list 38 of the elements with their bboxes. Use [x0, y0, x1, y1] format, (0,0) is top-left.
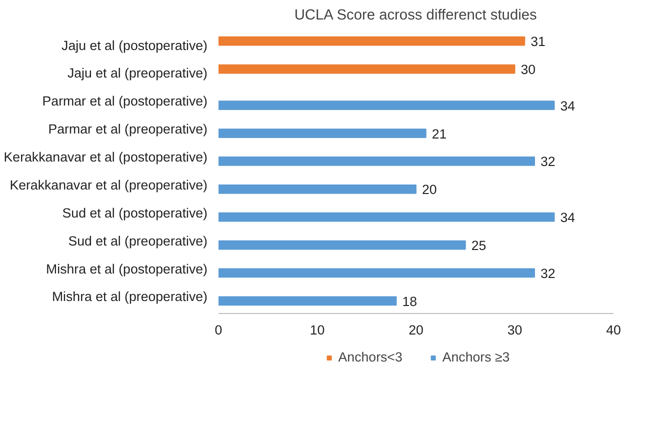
x-tick-label: 20 [408, 322, 424, 338]
bar [218, 296, 397, 306]
y-tick-label: Jaju et al (preoperative) [67, 66, 208, 81]
y-tick-label: Jaju et al (postoperative) [62, 38, 208, 53]
x-tick-label: 0 [214, 322, 222, 338]
y-tick-label: Kerakkanavar et al (postoperative) [4, 150, 208, 165]
data-label: 31 [530, 34, 546, 50]
data-label: 20 [422, 182, 437, 198]
bar [218, 184, 416, 194]
data-label: 32 [540, 266, 556, 281]
bar [218, 212, 555, 222]
y-tick-label: Sud et al (postoperative) [62, 205, 208, 220]
x-tick-label: 10 [310, 322, 325, 338]
bar [218, 156, 535, 166]
y-tick-label: Parmar et al (postoperative) [42, 94, 208, 109]
legend-label: Anchors ≥3 [442, 350, 510, 364]
bar [218, 128, 426, 138]
y-tick-label: Mishra et al (preoperative) [52, 289, 208, 304]
data-label: 34 [560, 98, 576, 114]
data-label: 34 [560, 210, 576, 226]
bar [218, 268, 535, 278]
data-label: 18 [402, 294, 418, 309]
data-label: 25 [471, 238, 486, 254]
y-tick-label: Sud et al (preoperative) [68, 233, 208, 248]
data-label: 32 [540, 154, 556, 170]
data-label: 30 [520, 62, 536, 78]
y-tick-label: Mishra et al (postoperative) [46, 261, 208, 276]
chart-title: UCLA Score across differenct studies [294, 8, 537, 24]
bar [218, 36, 526, 46]
x-tick-label: 30 [507, 322, 522, 338]
y-tick-label: Parmar et al (preoperative) [48, 122, 208, 137]
bar [218, 240, 466, 250]
legend-label: Anchors<3 [338, 350, 402, 364]
bar [218, 100, 555, 110]
x-tick-label: 40 [606, 322, 621, 338]
data-label: 21 [432, 126, 447, 142]
bar [218, 64, 516, 74]
y-tick-label: Kerakkanavar et al (preoperative) [10, 177, 208, 192]
